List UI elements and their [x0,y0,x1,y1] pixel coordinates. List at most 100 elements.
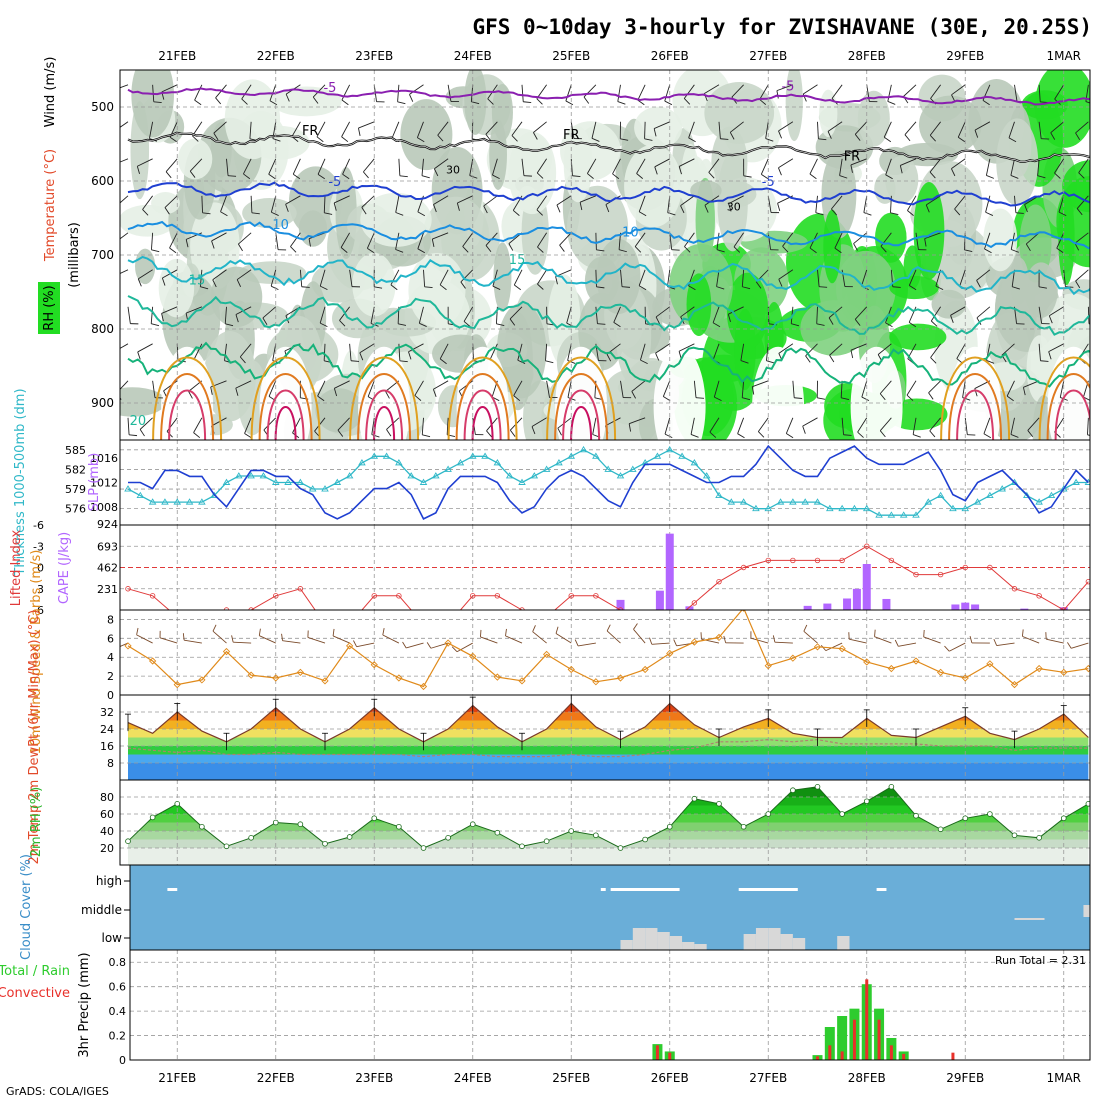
thickness-marker [124,485,132,492]
wind-barb [907,195,917,211]
wind-barb-flag [631,391,637,399]
wind-barb-flag [727,314,731,323]
wind-barb [765,121,769,139]
cape-bar [803,605,812,610]
thickness-marker [444,465,452,472]
wind-barb-flag [880,245,887,253]
thickness-marker [912,511,920,518]
rh-shading [889,323,947,351]
wind-barb-flag [509,318,516,326]
wind-barb-flag [220,211,228,217]
wind-barb [1010,158,1015,176]
cape-top-tick: 924 [97,518,118,531]
wind-barb [469,158,474,176]
wind-barb [640,343,646,361]
wind-barb [1026,232,1040,245]
thickness-marker [1047,491,1056,499]
bottom-date-label: 21FEB [158,1071,196,1085]
wind-barb-flag [639,211,647,217]
wind-barb-flag [320,285,328,291]
wind-barb-flag [462,246,469,253]
low-cloud [645,928,658,950]
precip-tick-label: 0 [119,1054,126,1067]
bottom-date-label: 25FEB [552,1071,590,1085]
slp-plot-area [120,440,1090,525]
wind-barb [595,232,597,250]
thickness-marker [222,478,231,485]
wind10-barb-flag [532,625,536,632]
wind10-barb [874,636,892,644]
wind-barb [536,195,547,211]
wind-barb-flag [1087,434,1090,436]
wind-barb [531,417,547,427]
wind-barb-flag [778,167,782,176]
wind-barb [595,306,598,324]
wind-barb [636,158,646,174]
wind-barb [485,121,498,135]
lifted-index-marker [396,593,402,599]
isotherm-label: 10 [622,226,639,241]
wind-barb [1050,121,1065,134]
wind-barb-flag [483,205,488,214]
wind-barb-flag [188,391,193,399]
wind-barb-flag [271,211,279,216]
wind10-barb-flag [993,638,998,646]
wind-barb [959,269,966,287]
wind-barb [984,232,991,250]
lifted-index-marker [1036,593,1042,599]
wind-barb [270,269,277,287]
wind-barb-flag [885,322,893,328]
wind-barb-flag [471,101,480,105]
wind-barb [951,84,966,96]
wind-barb [319,269,326,287]
wind10-barb-flag [451,646,458,653]
wind-barb-flag [587,173,594,179]
wind-barb [904,121,917,136]
rh-color-swatch [38,282,60,334]
wind-barb [152,380,156,398]
wind10-marker [148,657,157,665]
wind-barb-flag [251,212,260,215]
rh-marker [396,823,402,830]
wind-barb [879,417,892,431]
wind-barb-flag [555,276,558,285]
lifted-index-marker [149,593,156,599]
wind10-marker [419,682,428,691]
wind10-barb-flag [894,639,899,647]
wind-barb [1078,158,1089,173]
wind10-barb [356,642,375,648]
rh-tick-label: 60 [100,808,114,821]
wind-barb [883,121,892,138]
wind10-barb-flag [1021,629,1024,637]
wind-barb [533,121,547,133]
isotherm-line [127,181,1090,207]
wind-barb [951,158,966,170]
cloud-level-label: low [102,931,123,945]
wind10-barb [633,629,646,644]
isotherm-label: 15 [509,253,526,268]
wind-barb [854,306,868,320]
wind-barb [150,306,154,324]
lifted-index-marker [617,607,624,610]
low-cloud [755,928,769,950]
lifted-index-marker [323,622,328,627]
low-cloud [632,928,646,950]
wind-barb [447,84,452,102]
wind-barb [138,269,153,280]
wind-barb [834,232,843,249]
wind-barb [270,195,277,213]
thickness-marker [358,459,366,466]
wind-barb-flag [883,136,892,143]
wind-barb-flag [637,99,645,106]
precip-convective-bar [889,1045,893,1060]
wind-barb-flag [463,321,471,327]
rh-shading [135,248,156,285]
wind10-barb-flag [212,624,217,632]
rh-shading [726,272,769,350]
temp-band [128,729,1089,738]
wind-barb [680,195,695,207]
wind-barb-flag [536,209,543,216]
wind10-marker [296,668,305,676]
wind-barb [1038,121,1042,139]
wind-barb [983,417,991,434]
